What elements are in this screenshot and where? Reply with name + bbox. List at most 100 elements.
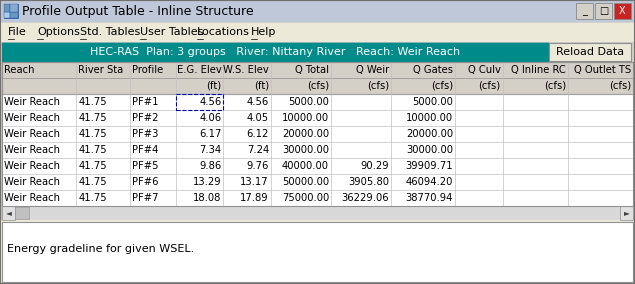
Bar	[2, 126, 633, 142]
Bar	[2, 94, 633, 110]
Text: (cfs): (cfs)	[431, 81, 453, 91]
Text: 41.75: 41.75	[79, 113, 107, 123]
Text: User Tables: User Tables	[140, 27, 203, 37]
Text: 30000.00: 30000.00	[406, 145, 453, 155]
Text: PF#6: PF#6	[132, 177, 159, 187]
Bar	[0, 0, 635, 22]
Text: ►: ►	[624, 208, 629, 218]
Text: (cfs): (cfs)	[307, 81, 329, 91]
Text: (ft): (ft)	[254, 81, 269, 91]
Bar	[2, 42, 549, 62]
Bar	[176, 94, 224, 110]
Bar	[620, 206, 633, 220]
Text: 4.05: 4.05	[247, 113, 269, 123]
Bar	[2, 62, 633, 206]
Text: Weir Reach: Weir Reach	[4, 145, 60, 155]
Text: River Sta: River Sta	[79, 65, 124, 75]
Text: (cfs): (cfs)	[609, 81, 631, 91]
Bar	[2, 62, 633, 94]
Text: (cfs): (cfs)	[367, 81, 389, 91]
Text: 75000.00: 75000.00	[282, 193, 329, 203]
Text: Weir Reach: Weir Reach	[4, 97, 60, 107]
Text: W.S. Elev: W.S. Elev	[223, 65, 269, 75]
Text: Weir Reach: Weir Reach	[4, 113, 60, 123]
Text: 13.17: 13.17	[240, 177, 269, 187]
Text: Weir Reach: Weir Reach	[4, 177, 60, 187]
Bar	[2, 110, 633, 126]
Text: 9.76: 9.76	[246, 161, 269, 171]
Text: 41.75: 41.75	[79, 177, 107, 187]
Bar	[2, 222, 633, 282]
Text: 4.56: 4.56	[247, 97, 269, 107]
Text: 39909.71: 39909.71	[406, 161, 453, 171]
Text: Reach: Reach	[4, 65, 34, 75]
Text: PF#4: PF#4	[132, 145, 159, 155]
Text: (cfs): (cfs)	[479, 81, 500, 91]
Text: 41.75: 41.75	[79, 97, 107, 107]
Bar	[10, 4, 18, 12]
Text: 90.29: 90.29	[360, 161, 389, 171]
Text: Weir Reach: Weir Reach	[4, 193, 60, 203]
Bar	[595, 3, 612, 19]
Text: 4.56: 4.56	[199, 97, 222, 107]
Text: 13.29: 13.29	[193, 177, 222, 187]
Text: 6.17: 6.17	[199, 129, 222, 139]
Text: Help: Help	[251, 27, 276, 37]
Text: 30000.00: 30000.00	[282, 145, 329, 155]
Text: 46094.20: 46094.20	[406, 177, 453, 187]
Text: (cfs): (cfs)	[544, 81, 566, 91]
Bar	[2, 142, 633, 158]
Text: PF#1: PF#1	[132, 97, 159, 107]
Text: 20000.00: 20000.00	[282, 129, 329, 139]
Text: ◄: ◄	[6, 208, 11, 218]
Bar	[4, 12, 10, 18]
Bar	[0, 220, 635, 284]
Text: Std. Tables: Std. Tables	[80, 27, 140, 37]
Text: PF#2: PF#2	[132, 113, 159, 123]
Bar	[15, 207, 29, 219]
Text: 7.24: 7.24	[247, 145, 269, 155]
Bar	[4, 4, 10, 12]
Text: PF#3: PF#3	[132, 129, 159, 139]
Text: Weir Reach: Weir Reach	[4, 129, 60, 139]
Text: 41.75: 41.75	[79, 129, 107, 139]
Text: HEC-RAS  Plan: 3 groups   River: Nittany River   Reach: Weir Reach: HEC-RAS Plan: 3 groups River: Nittany Ri…	[90, 47, 460, 57]
Text: E.G. Elev: E.G. Elev	[177, 65, 222, 75]
Text: Q Culv: Q Culv	[468, 65, 500, 75]
Text: 18.08: 18.08	[193, 193, 222, 203]
Text: PF#5: PF#5	[132, 161, 159, 171]
Text: 3905.80: 3905.80	[348, 177, 389, 187]
Text: Reload Data: Reload Data	[556, 47, 624, 57]
Text: Profile: Profile	[132, 65, 164, 75]
Text: 9.86: 9.86	[199, 161, 222, 171]
Text: Profile Output Table - Inline Structure: Profile Output Table - Inline Structure	[22, 5, 253, 18]
Bar	[576, 3, 593, 19]
Text: Options: Options	[37, 27, 80, 37]
Text: 20000.00: 20000.00	[406, 129, 453, 139]
Text: Q Inline RC: Q Inline RC	[511, 65, 566, 75]
Text: 17.89: 17.89	[240, 193, 269, 203]
Text: Q Weir: Q Weir	[356, 65, 389, 75]
Text: Q Gates: Q Gates	[413, 65, 453, 75]
Text: 10000.00: 10000.00	[282, 113, 329, 123]
Text: 38770.94: 38770.94	[406, 193, 453, 203]
Text: File: File	[8, 27, 27, 37]
Bar	[4, 4, 18, 18]
Bar	[2, 190, 633, 206]
Bar	[2, 206, 633, 220]
Text: Q Total: Q Total	[295, 65, 329, 75]
Text: _: _	[582, 6, 587, 16]
Bar	[2, 158, 633, 174]
Text: 5000.00: 5000.00	[412, 97, 453, 107]
Text: 36229.06: 36229.06	[342, 193, 389, 203]
Text: 7.34: 7.34	[199, 145, 222, 155]
Text: 40000.00: 40000.00	[282, 161, 329, 171]
Text: 41.75: 41.75	[79, 193, 107, 203]
Text: □: □	[599, 6, 608, 16]
Bar	[0, 22, 635, 42]
Text: Q Outlet TS: Q Outlet TS	[574, 65, 631, 75]
Text: 4.06: 4.06	[199, 113, 222, 123]
Text: 10000.00: 10000.00	[406, 113, 453, 123]
Bar	[2, 174, 633, 190]
Text: Energy gradeline for given WSEL.: Energy gradeline for given WSEL.	[7, 244, 194, 254]
